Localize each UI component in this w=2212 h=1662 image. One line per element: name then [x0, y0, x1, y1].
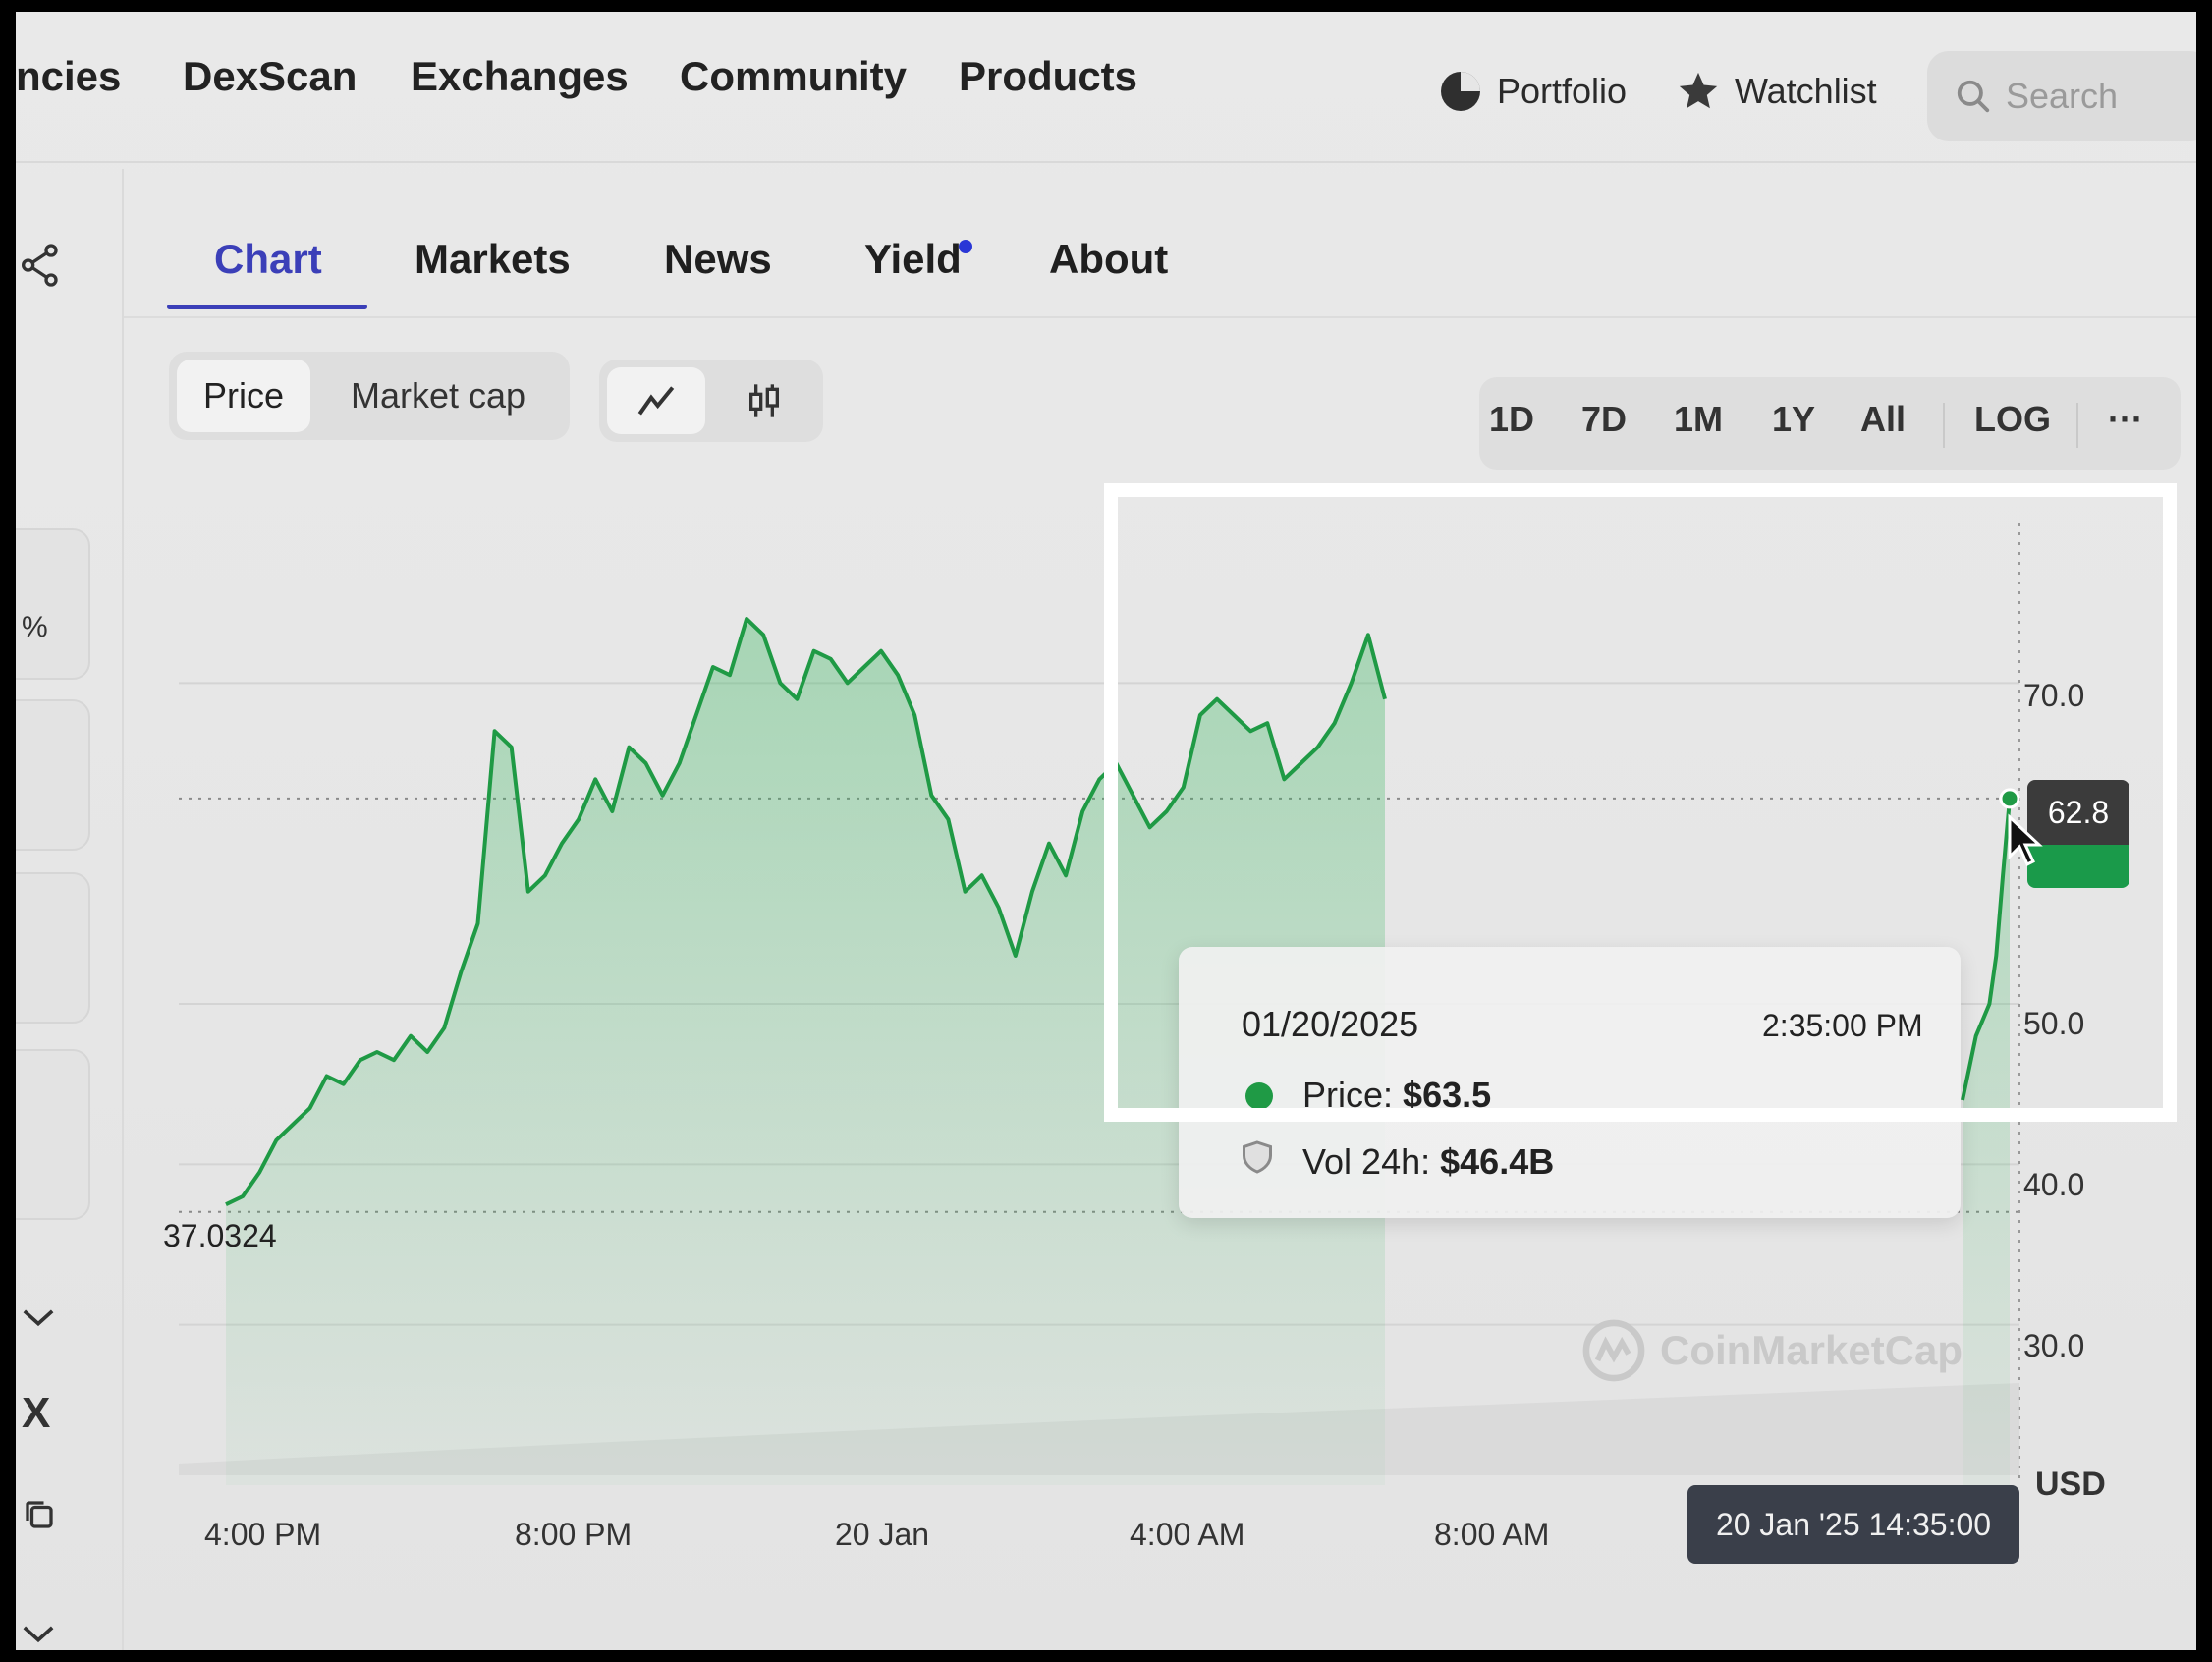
- tab-about[interactable]: About: [1049, 236, 1169, 282]
- x-tick-label: 20 Jan: [835, 1517, 930, 1552]
- app-screen: ncies DexScan Exchanges Community Produc…: [16, 12, 2196, 1650]
- coinmarketcap-watermark: CoinMarketCap: [1581, 1318, 1963, 1383]
- nav-products[interactable]: Products: [959, 53, 1138, 99]
- line-chart-icon: [637, 386, 675, 416]
- price-chart[interactable]: [16, 12, 2196, 1650]
- active-tab-indicator: [167, 305, 367, 309]
- star-icon: [1679, 72, 1718, 109]
- portfolio-label: Portfolio: [1497, 71, 1628, 111]
- y-tick-label: 40.0: [2023, 1167, 2085, 1202]
- current-price-point: [1999, 788, 2020, 809]
- mouse-cursor-icon: [2008, 813, 2043, 867]
- tooltip-vol-value: $46.4B: [1440, 1141, 1555, 1182]
- candlestick-icon: [749, 384, 779, 417]
- tab-markets[interactable]: Markets: [415, 236, 571, 282]
- nav-cryptocurrencies[interactable]: ncies: [16, 53, 122, 99]
- nav-community[interactable]: Community: [680, 53, 907, 99]
- nav-divider: [16, 161, 2196, 163]
- tooltip-date: 01/20/2025: [1242, 1004, 1419, 1044]
- volume-shield-icon: [1243, 1140, 1272, 1174]
- x-tick-label: 8:00 PM: [515, 1517, 633, 1552]
- watermark-text: CoinMarketCap: [1660, 1327, 1963, 1373]
- coinmarketcap-logo-icon: [1582, 1319, 1645, 1382]
- sidebar-divider: [122, 169, 124, 1650]
- chevron-down-icon[interactable]: [22, 1297, 55, 1338]
- x-tick-label: 8:00 AM: [1434, 1517, 1550, 1552]
- sidebar-card: [16, 1049, 90, 1220]
- currency-label: USD: [2035, 1466, 2106, 1503]
- top-navigation: ncies DexScan Exchanges Community Produc…: [16, 12, 2196, 159]
- y-tick-label: 30.0: [2023, 1328, 2085, 1363]
- tooltip-vol-label: Vol 24h:: [1302, 1141, 1431, 1182]
- range-1m-button[interactable]: 1M: [1674, 399, 1724, 439]
- sidebar-percent: %: [22, 611, 48, 643]
- range-selector: [1479, 377, 2181, 470]
- price-area: [226, 619, 2010, 1485]
- tooltip-volume: Vol 24h: $46.4B: [1302, 1141, 1554, 1183]
- search-placeholder: Search: [2006, 76, 2119, 116]
- range-1d-button[interactable]: 1D: [1489, 399, 1535, 439]
- x-tick-label: 4:00 AM: [1130, 1517, 1245, 1552]
- tooltip-price-label: Price:: [1302, 1075, 1394, 1115]
- current-price-tag-accent: [2027, 845, 2129, 888]
- current-price-value: 62.8: [2027, 780, 2129, 845]
- watchlist-label: Watchlist: [1735, 71, 1877, 111]
- tab-yield[interactable]: Yield: [864, 236, 962, 282]
- tabs-divider: [124, 316, 2196, 318]
- portfolio-pie-icon: [1441, 72, 1480, 111]
- y-tick-label: 70.0: [2023, 678, 2085, 713]
- tooltip-time: 2:35:00 PM: [1762, 1008, 1923, 1043]
- tooltip-price: Price: $63.5: [1302, 1075, 1491, 1116]
- metric-toggle: Price Market cap: [169, 352, 570, 440]
- search-icon: [1957, 80, 1990, 113]
- copy-icon[interactable]: [22, 1497, 57, 1541]
- range-all-button[interactable]: All: [1860, 399, 1907, 439]
- share-icon[interactable]: [22, 244, 61, 296]
- sidebar-card: [16, 528, 90, 680]
- chart-type-toggle: [599, 360, 823, 442]
- line-chart-button[interactable]: [607, 367, 705, 434]
- min-price-label: 37.0324: [163, 1218, 277, 1253]
- search-input[interactable]: Search: [1927, 51, 2196, 141]
- nav-exchanges[interactable]: Exchanges: [411, 53, 629, 99]
- left-sidebar: % X: [16, 169, 124, 1650]
- crosshair-time-tag: 20 Jan '25 14:35:00: [1687, 1485, 2019, 1564]
- tab-news[interactable]: News: [664, 236, 772, 282]
- price-line: [225, 617, 2012, 1207]
- range-separator: [2076, 403, 2078, 448]
- sidebar-card: [16, 699, 90, 851]
- tab-chart[interactable]: Chart: [214, 236, 322, 282]
- x-social-icon[interactable]: X: [22, 1389, 51, 1437]
- chart-tooltip: 01/20/2025 2:35:00 PM Price: $63.5 Vol 2…: [1179, 947, 1961, 1218]
- nav-dexscan[interactable]: DexScan: [183, 53, 358, 99]
- chevron-down-icon[interactable]: [22, 1613, 55, 1650]
- tooltip-price-value: $63.5: [1403, 1075, 1492, 1115]
- range-1y-button[interactable]: 1Y: [1772, 399, 1816, 439]
- log-scale-button[interactable]: LOG: [1974, 399, 2051, 439]
- y-tick-label: 50.0: [2023, 1006, 2085, 1041]
- range-7d-button[interactable]: 7D: [1581, 399, 1628, 439]
- price-toggle-button[interactable]: Price: [177, 360, 310, 432]
- price-dot-icon: [1245, 1082, 1273, 1110]
- yield-new-dot: [959, 240, 972, 253]
- x-tick-label: 4:00 PM: [204, 1517, 322, 1552]
- watchlist-link[interactable]: Watchlist: [1676, 69, 1877, 114]
- current-price-tag: 62.8: [2027, 780, 2129, 888]
- sidebar-card: [16, 872, 90, 1024]
- candlestick-button[interactable]: [715, 367, 813, 434]
- market-cap-toggle-button[interactable]: Market cap: [350, 375, 526, 416]
- range-separator: [1943, 403, 1945, 448]
- more-options-button[interactable]: ···: [2108, 399, 2143, 439]
- portfolio-link[interactable]: Portfolio: [1438, 69, 1627, 114]
